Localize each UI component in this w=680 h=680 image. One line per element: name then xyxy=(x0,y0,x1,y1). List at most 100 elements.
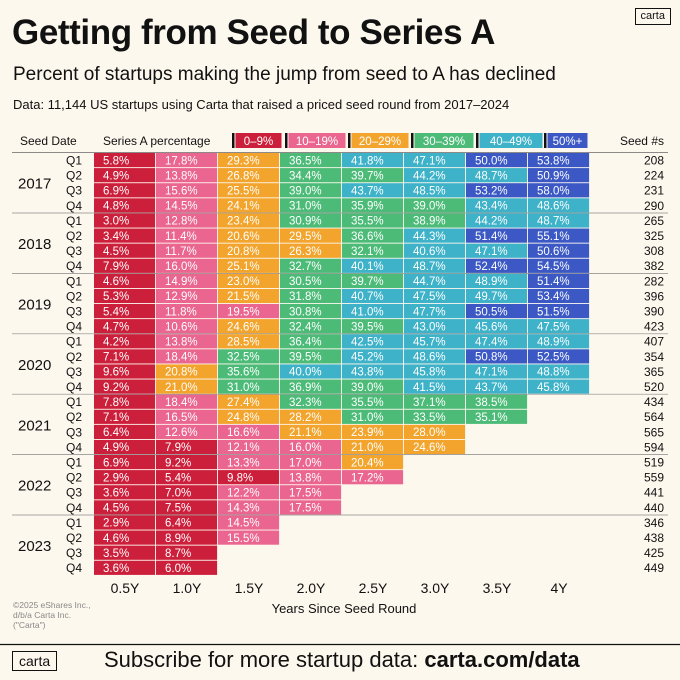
heatmap-cell xyxy=(280,439,342,455)
quarter-label: Q1 xyxy=(66,395,82,409)
year-label: 2022 xyxy=(18,478,51,495)
heatmap-cell xyxy=(94,243,156,258)
cell-value-label: 45.8% xyxy=(537,382,570,394)
heatmap-cell xyxy=(280,364,342,379)
heatmap-cell xyxy=(218,288,280,304)
cell-value-label: 8.7% xyxy=(165,548,191,560)
cell-value-label: 43.0% xyxy=(413,321,446,333)
heatmap-cell xyxy=(218,319,280,334)
x-axis-label: Years Since Seed Round xyxy=(272,601,417,616)
cell-value-label: 52.4% xyxy=(475,261,508,273)
heatmap-cell xyxy=(342,213,404,228)
cell-value-label: 43.4% xyxy=(475,201,508,213)
heatmap-cell xyxy=(156,183,218,198)
heatmap-cell xyxy=(280,153,342,168)
cell-value-label: 42.5% xyxy=(351,337,384,349)
legend-swatch xyxy=(288,133,346,148)
heatmap-cell xyxy=(94,364,156,379)
heatmap-cell xyxy=(218,153,280,168)
cell-value-label: 41.8% xyxy=(351,155,384,167)
heatmap-cell xyxy=(156,500,218,515)
heatmap-cell xyxy=(94,258,156,273)
heatmap-cell xyxy=(94,394,156,409)
seed-count-value: 265 xyxy=(644,214,664,228)
heatmap-cell xyxy=(280,394,342,409)
heatmap-cell xyxy=(94,424,156,439)
heatmap-cell xyxy=(404,334,466,349)
cell-value-label: 23.9% xyxy=(351,427,384,439)
cell-value-label: 17.5% xyxy=(289,503,322,515)
cell-value-label: 11.7% xyxy=(165,246,197,258)
heatmap-cell xyxy=(156,153,218,168)
heatmap-cell xyxy=(342,334,404,349)
cell-value-label: 45.7% xyxy=(413,337,446,349)
quarter-label: Q2 xyxy=(66,229,82,243)
quarter-label: Q4 xyxy=(66,440,82,454)
cell-value-label: 16.5% xyxy=(165,412,198,424)
seed-count-value: 559 xyxy=(644,471,664,485)
cell-value-label: 32.1% xyxy=(351,246,384,258)
cell-value-label: 45.2% xyxy=(351,352,384,364)
heatmap-cell xyxy=(280,349,342,364)
heatmap-cell xyxy=(94,319,156,334)
cell-value-label: 29.3% xyxy=(227,155,260,167)
heatmap-cell xyxy=(342,153,404,168)
legend-tick xyxy=(232,133,235,148)
heatmap-cell xyxy=(94,183,156,198)
footer-cta-link[interactable]: carta.com/data xyxy=(424,647,580,672)
heatmap-cell xyxy=(94,304,156,319)
cell-value-label: 24.6% xyxy=(413,442,446,454)
cell-value-label: 2.9% xyxy=(103,518,129,530)
cell-value-label: 48.7% xyxy=(475,170,508,182)
seed-count-value: 231 xyxy=(644,184,664,198)
heatmap-cell xyxy=(94,515,156,530)
heatmap-cell xyxy=(404,364,466,379)
quarter-label: Q2 xyxy=(66,350,82,364)
heatmap-cell xyxy=(94,349,156,364)
cell-value-label: 21.5% xyxy=(227,291,260,303)
legend-swatch xyxy=(235,133,282,148)
cell-value-label: 29.5% xyxy=(289,231,322,243)
cell-value-label: 5.4% xyxy=(165,472,191,484)
cell-value-label: 35.5% xyxy=(351,216,384,228)
heatmap-cell xyxy=(280,500,342,515)
seed-count-value: 282 xyxy=(644,274,664,288)
quarter-label: Q2 xyxy=(66,410,82,424)
seed-count-value: 208 xyxy=(644,154,664,168)
cell-value-label: 6.4% xyxy=(103,427,129,439)
cell-value-label: 20.8% xyxy=(165,367,198,379)
heatmap-cell xyxy=(218,485,280,500)
cell-value-label: 4.8% xyxy=(103,201,129,213)
seed-count-value: 354 xyxy=(644,350,664,364)
heatmap-cell xyxy=(404,153,466,168)
cell-value-label: 35.9% xyxy=(351,201,384,213)
cell-value-label: 4.6% xyxy=(103,533,129,545)
cell-value-label: 4.6% xyxy=(103,276,129,288)
quarter-label: Q1 xyxy=(66,456,82,470)
heatmap-cell xyxy=(280,304,342,319)
quarter-label: Q3 xyxy=(66,425,82,439)
heatmap-cell xyxy=(466,364,528,379)
cell-value-label: 50.0% xyxy=(475,155,508,167)
cell-value-label: 39.7% xyxy=(351,276,384,288)
heatmap-cell xyxy=(404,304,466,319)
cell-value-label: 54.5% xyxy=(537,261,570,273)
legend-label: 40–49% xyxy=(490,136,532,148)
heatmap-cell xyxy=(218,500,280,515)
cell-value-label: 44.3% xyxy=(413,231,446,243)
cell-value-label: 13.8% xyxy=(289,472,322,484)
heatmap-cell xyxy=(466,168,528,183)
legend-tick xyxy=(285,133,288,148)
heatmap-cell xyxy=(94,153,156,168)
heatmap-cell xyxy=(156,198,218,213)
legend-tick xyxy=(411,133,414,148)
quarter-label: Q2 xyxy=(66,169,82,183)
cell-value-label: 6.4% xyxy=(165,518,191,530)
heatmap-cell xyxy=(404,228,466,243)
heatmap-cell xyxy=(218,530,280,545)
heatmap-cell xyxy=(342,470,404,485)
quarter-label: Q2 xyxy=(66,289,82,303)
legend-tick xyxy=(476,133,479,148)
cell-value-label: 20.8% xyxy=(227,246,260,258)
cell-value-label: 44.2% xyxy=(475,216,508,228)
